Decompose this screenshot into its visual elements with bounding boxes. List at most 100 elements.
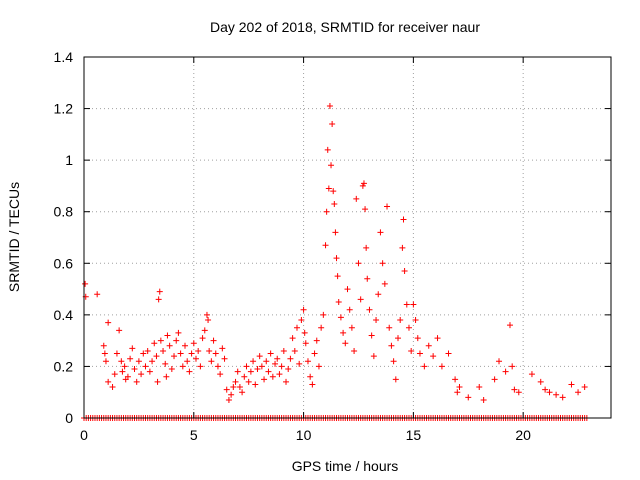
data-point: [452, 376, 459, 383]
data-point: [414, 335, 421, 342]
x-tick-label: 10: [296, 427, 312, 443]
data-point: [353, 195, 360, 202]
data-point: [456, 384, 463, 391]
data-point: [166, 342, 173, 349]
data-point: [135, 358, 142, 365]
x-axis-label: GPS time / hours: [292, 458, 399, 474]
data-point: [243, 363, 250, 370]
data-point: [263, 358, 270, 365]
data-point: [509, 363, 516, 370]
data-point: [328, 162, 335, 169]
data-point: [283, 378, 290, 385]
data-point: [403, 301, 410, 308]
data-point: [342, 340, 349, 347]
data-point: [296, 360, 303, 367]
data-point: [276, 371, 283, 378]
data-point: [348, 324, 355, 331]
y-tick-label: 0.6: [54, 255, 74, 271]
data-point: [315, 363, 322, 370]
data-point: [116, 327, 123, 334]
points-layer: [81, 102, 590, 421]
data-point: [434, 335, 441, 342]
ticks-layer: 0 0.2 0.4 0.6 0.8 1 1.2 1.4 0 5 10 15 20: [54, 49, 611, 443]
data-point: [190, 340, 197, 347]
data-point: [333, 255, 340, 262]
data-point: [151, 340, 158, 347]
data-point: [241, 373, 248, 380]
data-point: [325, 185, 332, 192]
data-point: [214, 363, 221, 370]
y-tick-label: 1: [65, 152, 73, 168]
data-point: [401, 268, 408, 275]
data-point: [144, 347, 151, 354]
data-point: [239, 389, 246, 396]
data-point: [164, 332, 171, 339]
data-point: [195, 347, 202, 354]
data-point: [337, 314, 344, 321]
data-point: [205, 317, 212, 324]
data-point: [232, 378, 239, 385]
data-point: [360, 180, 367, 187]
data-point: [254, 366, 261, 373]
data-point: [400, 216, 407, 223]
data-point: [575, 389, 582, 396]
data-point: [261, 376, 268, 383]
y-tick-label: 0.8: [54, 204, 74, 220]
data-point: [154, 378, 161, 385]
y-tick-label: 1.4: [54, 49, 74, 65]
data-point: [366, 306, 373, 313]
data-point: [381, 280, 388, 287]
data-point: [101, 350, 108, 357]
data-point: [553, 391, 560, 398]
grid-layer: [84, 57, 611, 418]
data-point: [177, 350, 184, 357]
data-point: [357, 296, 364, 303]
data-point: [416, 350, 423, 357]
data-point: [118, 358, 125, 365]
data-point: [105, 319, 112, 326]
data-point: [329, 121, 336, 128]
data-point: [408, 347, 415, 354]
data-point: [581, 384, 588, 391]
x-tick-label: 15: [406, 427, 422, 443]
data-point: [390, 358, 397, 365]
data-point: [304, 358, 311, 365]
data-point: [364, 275, 371, 282]
data-point: [94, 291, 101, 298]
data-point: [397, 317, 404, 324]
data-point: [318, 324, 325, 331]
data-point: [335, 298, 342, 305]
data-point: [351, 347, 358, 354]
data-point: [267, 350, 274, 357]
data-point: [438, 363, 445, 370]
data-point: [153, 353, 160, 360]
data-point: [188, 350, 195, 357]
data-point: [124, 373, 131, 380]
data-point: [127, 355, 134, 362]
data-point: [311, 350, 318, 357]
x-tick-label: 0: [80, 427, 88, 443]
data-point: [272, 360, 279, 367]
data-point: [175, 329, 182, 336]
data-point: [322, 242, 329, 249]
data-point: [375, 291, 382, 298]
data-point: [173, 337, 180, 344]
data-point: [102, 358, 109, 365]
data-point: [163, 373, 170, 380]
data-point: [129, 345, 136, 352]
data-point: [217, 371, 224, 378]
data-point: [480, 396, 487, 403]
data-point: [221, 355, 228, 362]
data-point: [302, 340, 309, 347]
plot-frame: [83, 56, 612, 419]
data-point: [291, 347, 298, 354]
data-point: [430, 353, 437, 360]
data-point: [250, 358, 257, 365]
data-point: [515, 389, 522, 396]
data-point: [528, 371, 535, 378]
data-point: [230, 384, 237, 391]
data-point: [223, 386, 230, 393]
data-point: [363, 244, 370, 251]
data-point: [377, 229, 384, 236]
